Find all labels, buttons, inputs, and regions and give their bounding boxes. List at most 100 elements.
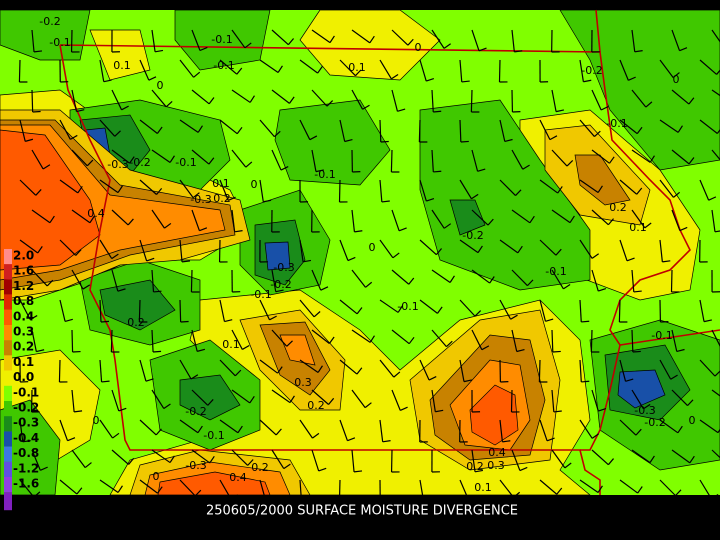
barb-flag: [566, 160, 574, 167]
barb-shaft: [231, 449, 249, 466]
barb-flag: [318, 467, 327, 472]
barb-flag: [381, 200, 390, 203]
barb-shaft: [511, 329, 518, 352]
map-field: -0.2-0.10.10-0.1-0.1 0.10-0.20-0.1-0.3 -0.…: [0, 9, 720, 503]
barb-shaft: [59, 239, 77, 256]
barb-flag: [510, 314, 518, 320]
barb-flag: [25, 138, 34, 142]
barb-flag: [423, 499, 432, 503]
barb-shaft: [259, 59, 279, 73]
barb-shaft: [219, 479, 232, 500]
barb-flag: [263, 199, 272, 203]
barb-shaft: [671, 89, 690, 105]
contour-label: 0.4: [229, 471, 247, 484]
barb-flag: [607, 218, 614, 226]
barb-shaft: [590, 329, 593, 353]
barb-flag: [244, 42, 252, 49]
barb-shaft: [470, 89, 473, 113]
barb-flag: [277, 366, 283, 374]
barb-shaft: [311, 449, 320, 472]
barb-shaft: [191, 449, 211, 464]
barb-flag: [545, 318, 554, 322]
barb-flag: [236, 126, 243, 135]
barb-shaft: [18, 59, 21, 83]
barb-flag: [557, 186, 563, 194]
barb-flag: [347, 256, 356, 262]
barb-flag: [169, 155, 175, 163]
barb-shaft: [671, 449, 691, 464]
barb-flag: [354, 230, 363, 233]
barb-flag: [553, 410, 562, 413]
barb-flag: [628, 76, 636, 81]
barb-shaft: [231, 389, 251, 404]
barb-flag: [190, 374, 199, 380]
barb-flag: [673, 191, 681, 198]
barb-flag: [563, 283, 571, 290]
legend-label: -0.8: [13, 446, 39, 460]
barb-shaft: [311, 149, 317, 172]
barb-flag: [581, 320, 590, 323]
barb-shaft: [459, 479, 470, 501]
contour-label: 0.4: [488, 446, 506, 459]
legend-swatch: [4, 294, 12, 310]
barb-shaft: [271, 389, 291, 404]
barb-shaft: [431, 269, 451, 283]
contour-label: -0.1: [203, 429, 224, 442]
barb-flag: [714, 230, 720, 233]
barb-shaft: [351, 329, 371, 343]
barb-flag: [471, 193, 479, 200]
barb-flag: [481, 345, 490, 351]
barb-flag: [597, 485, 603, 493]
legend-swatch: [4, 249, 12, 265]
barb-shaft: [539, 239, 557, 256]
barb-shaft: [259, 299, 271, 321]
barb-shaft: [699, 359, 716, 377]
barb-shaft: [391, 29, 409, 46]
barb-shaft: [379, 59, 392, 80]
contour-label: -0.2: [462, 229, 483, 242]
barb-flag: [717, 428, 720, 433]
legend-swatch: [4, 401, 12, 417]
zone: [449, 199, 486, 236]
barb-flag: [234, 230, 243, 233]
border: [580, 344, 621, 451]
barb-shaft: [459, 59, 463, 82]
contour-label: 0: [369, 241, 376, 254]
barb-flag: [689, 455, 695, 464]
barb-flag: [426, 78, 435, 82]
zone: [274, 99, 391, 186]
barb-shaft: [99, 119, 116, 137]
barb-shaft: [711, 389, 720, 397]
barb-shaft: [311, 389, 329, 405]
barb-shaft: [311, 89, 328, 107]
barb-shaft: [431, 209, 445, 229]
barb-flag: [249, 95, 255, 103]
barb-flag: [662, 260, 671, 263]
barb-flag: [275, 289, 284, 293]
barb-shaft: [139, 479, 158, 494]
barb-flag: [164, 222, 172, 229]
barb-flag: [317, 365, 323, 373]
border: [59, 44, 601, 495]
barb-shaft: [419, 239, 437, 256]
barb-flag: [192, 192, 200, 199]
barb-shaft: [139, 179, 157, 195]
barb-shaft: [579, 59, 584, 82]
barb-flag: [474, 469, 484, 473]
contour-label: -0.1: [397, 300, 418, 313]
barb-shaft: [591, 89, 602, 111]
barb-shaft: [631, 89, 647, 108]
barb-shaft: [99, 359, 103, 382]
barb-shaft: [339, 359, 358, 375]
barb-flag: [635, 428, 642, 436]
legend-swatch: [4, 340, 12, 356]
barb-flag: [197, 348, 206, 352]
barb-shaft: [631, 269, 635, 292]
contour-label: -0.3: [273, 261, 294, 274]
barb-shaft: [591, 449, 609, 466]
barb-shaft: [339, 419, 349, 441]
zone: [179, 374, 241, 421]
barb-flag: [670, 374, 678, 380]
barb-shaft: [471, 209, 489, 226]
barb-flag: [153, 290, 162, 293]
